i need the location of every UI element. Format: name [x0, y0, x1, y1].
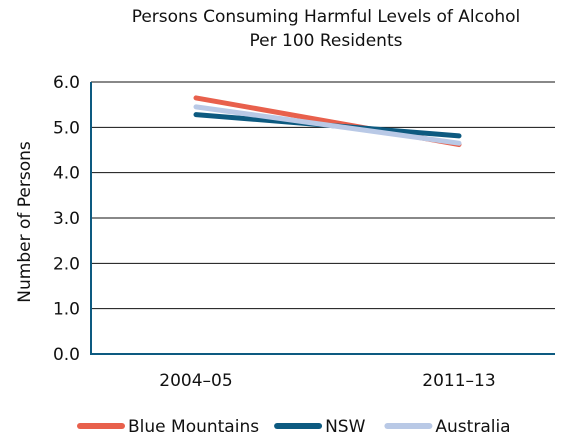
series-lines [193, 95, 462, 148]
y-tick-label: 6.0 [53, 73, 80, 93]
y-tick-label: 3.0 [53, 209, 80, 229]
chart-title-line-1: Persons Consuming Harmful Levels of Alco… [132, 7, 521, 27]
series-line-australia [193, 104, 462, 146]
y-tick-label: 2.0 [53, 254, 80, 274]
legend-label: Blue Mountains [128, 417, 259, 437]
y-axis-ticks: 0.0 1.0 2.0 3.0 4.0 5.0 6.0 [53, 73, 80, 365]
y-axis-label: Number of Persons [15, 141, 35, 303]
x-tick-label: 2004–05 [159, 371, 232, 391]
legend-label: Australia [435, 417, 510, 437]
chart-title-line-2: Per 100 Residents [250, 31, 403, 51]
y-tick-label: 0.0 [53, 345, 80, 365]
y-tick-label: 5.0 [53, 118, 80, 138]
x-axis-ticks: 2004–05 2011–13 [159, 371, 495, 391]
legend: Blue Mountains NSW Australia [77, 417, 511, 437]
y-tick-label: 1.0 [53, 300, 80, 320]
legend-label: NSW [325, 417, 366, 437]
x-tick-label: 2011–13 [422, 371, 495, 391]
grid-lines [91, 81, 555, 310]
y-tick-label: 4.0 [53, 164, 80, 184]
